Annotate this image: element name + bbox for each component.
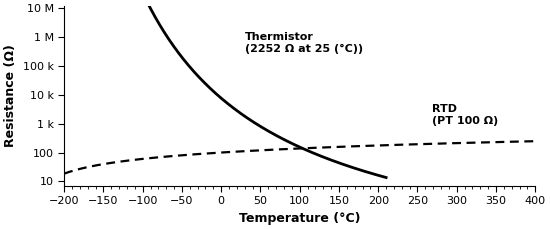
Text: Thermistor
(2252 Ω at 25 (°C)): Thermistor (2252 Ω at 25 (°C)) bbox=[245, 32, 363, 54]
Text: RTD
(PT 100 Ω): RTD (PT 100 Ω) bbox=[432, 104, 498, 126]
Y-axis label: Resistance (Ω): Resistance (Ω) bbox=[4, 44, 17, 147]
X-axis label: Temperature (°C): Temperature (°C) bbox=[239, 212, 360, 225]
